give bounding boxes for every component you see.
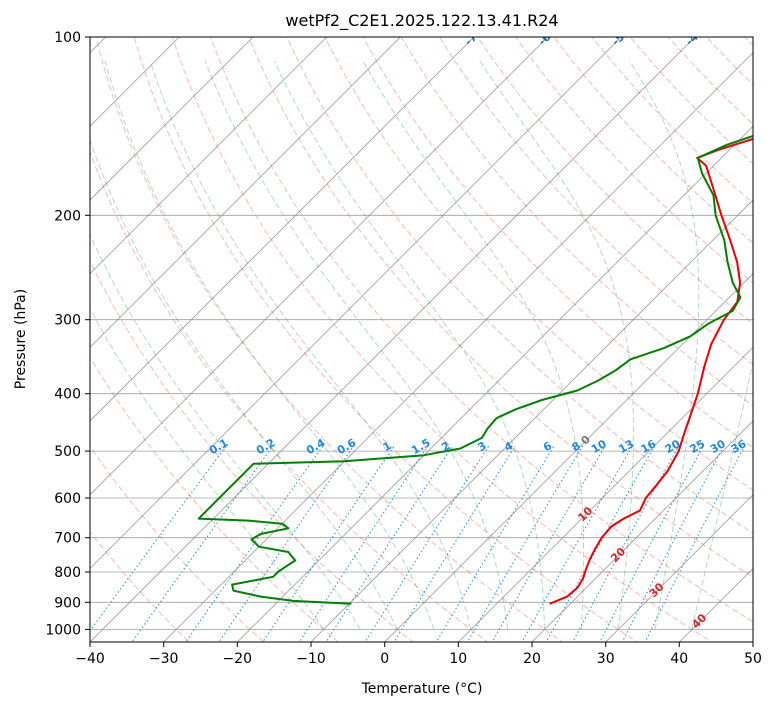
isotherm-line [384,273,753,642]
isotherm-label: -60 [536,25,559,48]
isotherm-label: -50 [609,25,632,48]
dry-adiabat [400,37,753,407]
isotherm-line [90,37,180,127]
profile-series [197,134,753,605]
y-tick-label: 500 [54,444,81,460]
dry-adiabat [90,445,265,642]
y-tick-label: 800 [54,565,81,581]
isotherm-line [90,37,549,496]
isobars [90,37,753,630]
moist-adiabat [362,60,585,630]
y-tick-label: 100 [54,30,81,46]
x-tick-label: 10 [449,651,467,667]
moist-adiabat [90,233,361,630]
dry-adiabat [591,37,753,204]
moist-adiabat [479,60,634,630]
dry-adiabat [438,37,753,366]
dry-adiabat [629,37,753,165]
y-tick-label: 700 [54,531,81,547]
x-tick-label: −40 [75,651,105,667]
y-tick-label: 900 [54,595,81,611]
dry-adiabat [90,259,414,642]
dry-adiabat [248,37,753,578]
x-tick-label: 40 [670,651,688,667]
dry-adiabat [133,37,638,642]
mixing-ratio-line [218,445,355,642]
isotherm-line [605,494,753,642]
dry-adiabat [476,37,753,325]
x-tick-label: −10 [296,651,326,667]
isotherm-line [236,125,753,642]
moist-adiabat [104,60,435,630]
mixing-ratio-line [621,445,725,642]
dry-adiabat [90,356,339,642]
x-tick-label: −20 [223,651,253,667]
x-tick-label: 0 [380,651,389,667]
moist-adiabat [628,60,700,630]
y-tick-label: 400 [54,387,81,403]
moist-adiabat [90,138,398,630]
dry-adiabat [171,37,713,642]
dry-adiabat [324,37,753,491]
moist-adiabat [90,307,325,630]
x-axis-label: Temperature (°C) [361,681,483,697]
y-axis-label: Pressure (hPa) [13,289,29,389]
y-tick-label: 1000 [45,622,81,638]
dry-adiabat [286,37,753,534]
isotherm-label: -40 [683,25,706,48]
dewpoint-profile-line [197,134,753,605]
y-axis-ticks: 100 200 300 400 500 600 700 800 900 1000 [45,30,90,638]
isotherm-line [90,37,254,201]
x-axis-ticks: −40 −30 −20 −10 0 10 20 30 40 50 [75,642,762,667]
moist-adiabat [273,60,546,630]
y-tick-label: 600 [54,491,81,507]
mixing-ratio-line [644,445,746,642]
temperature-profile-line [549,137,753,605]
y-tick-label: 200 [54,208,81,224]
plot-area: 0.10.20.40.611.52346810131620253036-100-… [90,25,753,642]
y-tick-label: 300 [54,313,81,329]
dry-adiabat [362,37,753,449]
x-tick-label: 30 [597,651,615,667]
dry-adiabat [95,37,564,642]
isotherm-line [90,37,696,642]
isotherm-line [90,37,401,348]
x-tick-label: 20 [523,651,541,667]
isotherm-line [531,420,753,642]
isotherm-line [163,52,753,642]
isotherm-line [90,37,328,275]
isotherm-line [90,37,475,422]
chart-title: wetPf2_C2E1.2025.122.13.41.R24 [285,11,558,31]
x-tick-label: 50 [744,651,762,667]
x-tick-label: −30 [149,651,179,667]
isotherm-line [90,37,622,569]
moist-adiabat [204,60,509,630]
isotherms [90,37,753,642]
mixing-ratio-line [262,445,395,642]
plot-frame [89,36,754,643]
isotherm-line [457,346,753,642]
isotherm-line [310,199,753,642]
moist-adiabat [149,60,472,630]
moist-adiabats [90,60,753,630]
isotherm-label: -70 [462,25,485,48]
